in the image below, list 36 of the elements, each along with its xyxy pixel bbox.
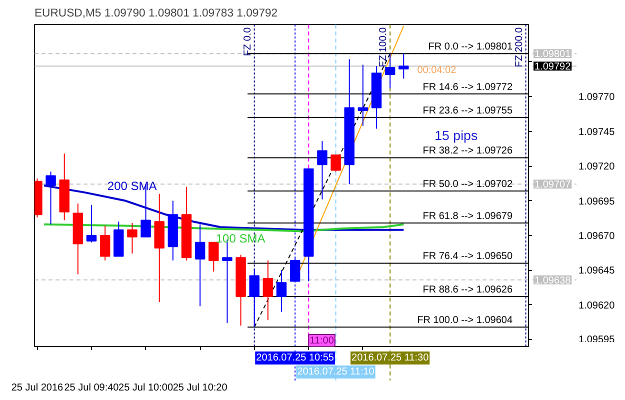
series-label: FR 23.6 --> 1.09755 — [422, 105, 513, 116]
y-tick-label: 1.09695 — [578, 196, 616, 208]
series-label: FR 76.4 --> 1.09650 — [422, 251, 513, 262]
series-label: FR 38.2 --> 1.09726 — [422, 146, 513, 157]
ref-line-label: 2016.07.25 11:10 — [297, 366, 375, 378]
series-label: FR 14.6 --> 1.09772 — [422, 82, 513, 93]
x-tick-label: 25 Jul 2016 — [11, 382, 64, 394]
y-tick-label: 1.09645 — [578, 266, 616, 277]
ref-line-label: 2016.07.25 10:55 — [256, 352, 334, 364]
y-tick-label: 1.09720 — [578, 162, 616, 173]
series-label: FR 50.0 --> 1.09702 — [422, 179, 513, 190]
annotation: FZ 200.0 — [514, 26, 525, 68]
ref-line-label: 2016.07.25 11:30 — [352, 352, 430, 364]
series-label: 200 SMA — [107, 178, 157, 193]
series-label: 100 SMA — [216, 232, 266, 246]
annotation: FZ 100.0 — [378, 26, 390, 68]
ref-line-label: 1.09792 — [534, 62, 572, 73]
annotation: 00:04:02 — [417, 64, 457, 76]
annotation: 11:00 — [310, 335, 334, 346]
ref-line-label: 1.09638 — [534, 275, 572, 286]
y-tick-label: 1.09620 — [578, 300, 616, 312]
y-tick-label: 1.09770 — [578, 92, 616, 104]
series-label: FR 61.8 --> 1.09679 — [422, 210, 513, 222]
x-tick-label: 25 Jul 09:40 — [64, 382, 120, 394]
y-tick-label: 1.09745 — [578, 126, 616, 138]
series-label: FR 100.0 --> 1.09604 — [417, 315, 513, 326]
y-tick-label: 1.09670 — [578, 230, 616, 242]
chart-title: EURUSD,M5 1.09790 1.09801 1.09783 1.09792 — [34, 8, 278, 20]
annotation: 15 pips — [434, 128, 478, 144]
x-tick-label: 25 Jul 10:00 — [118, 382, 174, 394]
series-label: FR 0.0 --> 1.09801 — [428, 42, 513, 53]
x-tick-label: 25 Jul 10:20 — [172, 382, 228, 394]
series-label: FR 88.6 --> 1.09626 — [422, 284, 513, 296]
ref-line-label: 1.09801 — [534, 49, 572, 60]
annotation: FZ 0.0 — [242, 26, 254, 56]
ref-line-label: 1.09707 — [534, 180, 572, 191]
